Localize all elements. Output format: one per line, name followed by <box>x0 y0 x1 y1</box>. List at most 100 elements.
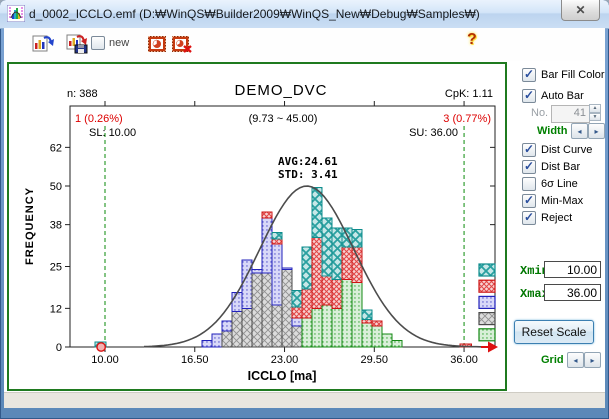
xmax-label: Xmax <box>520 287 549 301</box>
bar-segment-blue <box>221 320 233 332</box>
x-tick-label: 23.00 <box>271 354 299 366</box>
bar-segment-green <box>351 282 363 348</box>
grid-increase-button[interactable]: ▸ <box>584 352 601 368</box>
bar-segment-red <box>271 238 283 245</box>
row-auto-bar: Auto Bar <box>522 88 584 103</box>
x-tick-label: 16.50 <box>181 354 209 366</box>
legend-swatch-cyan <box>478 263 496 277</box>
new-checkbox[interactable] <box>91 36 105 50</box>
bar-segment-cyan <box>341 227 353 248</box>
row-min-max: Min-Max <box>522 193 583 208</box>
bar-segment-cyan <box>291 290 303 308</box>
xmin-input[interactable] <box>544 261 601 278</box>
spin-down-button[interactable]: ▼ <box>589 112 601 121</box>
bar-segment-blue <box>201 340 213 348</box>
x-tick-label: 36.00 <box>450 354 478 366</box>
bar-segment-cyan <box>271 232 283 240</box>
label-dist-curve: Dist Curve <box>541 144 593 156</box>
bar-segment-cyan <box>351 228 363 248</box>
bar-segment-gray <box>291 325 303 348</box>
chart-panel: 10.00 16.50 23.00 29.50 36.00 0 12 25 38 50 62 n: … <box>7 62 507 391</box>
bar-segment-gray <box>261 272 273 348</box>
bar-segment-blue <box>211 333 223 348</box>
checkbox-dist-bar[interactable] <box>522 159 536 174</box>
capture-delete-icon <box>171 35 192 53</box>
toolbar: new <box>4 28 605 61</box>
clear-capture-button[interactable] <box>170 32 194 56</box>
bar-segment-green <box>361 322 373 348</box>
help-icon[interactable]: ? <box>467 31 477 48</box>
reset-scale-button[interactable]: Reset Scale <box>514 320 594 344</box>
legend-swatch-red <box>478 279 496 293</box>
bar-segment-red <box>331 278 343 309</box>
row-dist-bar: Dist Bar <box>522 159 580 174</box>
width-increase-button[interactable]: ▸ <box>588 123 605 139</box>
no-label: No. <box>531 107 549 119</box>
bar-segment-red <box>341 246 353 280</box>
chart-export-icon <box>32 35 54 52</box>
histogram-chart: 10.00 16.50 23.00 29.50 36.00 0 12 25 38 50 62 n: … <box>24 82 498 383</box>
bar-segment-blue <box>271 243 283 306</box>
title-bar: d_0002_ICCLO.emf (D:₩WinQS₩Builder2009₩W… <box>0 0 609 29</box>
app-icon <box>7 5 25 22</box>
bar-segment-green <box>341 278 353 348</box>
bar-segment-gray <box>221 330 233 348</box>
bar-segment-green <box>311 307 323 348</box>
grid-decrease-button[interactable]: ◂ <box>567 352 584 368</box>
chart-title: DEMO_DVC <box>234 82 327 99</box>
bar-segment-gray <box>281 269 293 348</box>
bar-segment-cyan <box>311 187 323 239</box>
bar-segment-gray <box>231 311 243 348</box>
grid-arrows: ◂ ▸ <box>567 352 601 368</box>
bar-segment-blue <box>291 317 303 327</box>
bar-segment-green <box>391 340 403 348</box>
settings-panel: Bar Fill ColorAuto Bar No. 41 ▲ ▼ Width … <box>510 62 605 392</box>
sample-count-label: n: 388 <box>67 88 98 100</box>
copy-chart-button[interactable] <box>31 31 55 55</box>
width-decrease-button[interactable]: ◂ <box>571 123 588 139</box>
bar-segment-red <box>321 275 333 306</box>
label-auto-bar: Auto Bar <box>541 90 584 102</box>
save-chart-button[interactable] <box>65 31 89 55</box>
y-tick-label: 50 <box>50 181 62 193</box>
window-title: d_0002_ICCLO.emf (D:₩WinQS₩Builder2009₩W… <box>29 7 480 21</box>
close-button[interactable]: ✕ <box>561 0 600 21</box>
std-label: STD: 3.41 <box>278 168 338 181</box>
xmax-input[interactable] <box>544 284 601 301</box>
bar-count-field[interactable]: 41 <box>551 105 590 123</box>
y-tick-label: 12 <box>50 303 62 315</box>
bar-segment-cyan <box>321 217 333 277</box>
client-area: new <box>4 28 605 408</box>
checkbox-reject[interactable] <box>522 210 536 225</box>
above-su-count: 3 (0.77%) <box>443 113 491 125</box>
bar-segment-red <box>371 320 383 327</box>
bar-segment-green <box>381 333 393 348</box>
checkbox-6-line[interactable] <box>522 177 536 191</box>
legend-swatch-green <box>478 328 496 342</box>
spin-up-button[interactable]: ▲ <box>589 104 601 113</box>
bar-segment-red <box>351 246 363 284</box>
bar-segment-green <box>331 307 343 348</box>
x-tick-label: 29.50 <box>361 354 389 366</box>
y-tick-label: 62 <box>50 142 62 154</box>
checkbox-dist-curve[interactable] <box>522 142 536 157</box>
label-bar-fill-color: Bar Fill Color <box>541 69 605 81</box>
data-range-label: (9.73 ~ 45.00) <box>249 113 318 125</box>
bar-segment-cyan <box>331 227 343 280</box>
bar-segment-blue <box>231 291 243 313</box>
checkbox-bar-fill-color[interactable] <box>522 67 536 82</box>
capture-icon <box>148 36 166 52</box>
x-tick-label: 10.00 <box>91 354 119 366</box>
below-sl-count: 1 (0.26%) <box>75 113 123 125</box>
y-tick-label: 0 <box>56 342 62 354</box>
y-tick-label: 38 <box>50 220 62 232</box>
checkbox-min-max[interactable] <box>522 193 536 208</box>
status-bar <box>4 392 605 408</box>
y-axis-title: FREQUENCY <box>24 187 36 265</box>
label-6-line: 6σ Line <box>541 178 578 190</box>
bar-segment-cyan <box>361 309 373 321</box>
checkbox-auto-bar[interactable] <box>522 88 536 103</box>
xmin-label: Xmin <box>520 264 549 278</box>
refresh-capture-button[interactable] <box>145 32 169 56</box>
